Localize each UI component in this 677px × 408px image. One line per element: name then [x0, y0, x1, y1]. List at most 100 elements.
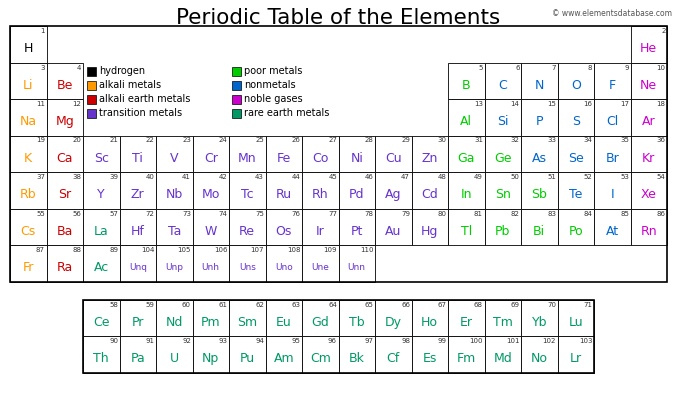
Bar — [229, 300, 265, 336]
Text: 103: 103 — [579, 338, 592, 344]
Bar — [338, 208, 375, 245]
Text: S: S — [572, 115, 580, 128]
Bar — [338, 300, 375, 336]
Bar — [120, 135, 156, 172]
Text: 107: 107 — [250, 247, 264, 253]
Text: 45: 45 — [328, 174, 337, 180]
Bar — [302, 300, 338, 336]
Text: 78: 78 — [364, 211, 374, 217]
Text: Yb: Yb — [531, 316, 547, 329]
Text: 88: 88 — [72, 247, 81, 253]
Text: Mg: Mg — [56, 115, 74, 128]
Text: Ru: Ru — [276, 188, 292, 201]
Bar — [120, 172, 156, 208]
Text: Tb: Tb — [349, 316, 364, 329]
Bar — [47, 62, 83, 99]
Text: Mo: Mo — [202, 188, 220, 201]
Bar — [232, 109, 241, 118]
Text: 87: 87 — [36, 247, 45, 253]
Text: Cu: Cu — [385, 152, 401, 165]
Text: poor metals: poor metals — [244, 66, 303, 76]
Text: Pu: Pu — [240, 353, 255, 366]
Bar — [232, 80, 241, 89]
Bar — [192, 336, 229, 373]
Bar — [412, 300, 448, 336]
Bar — [412, 135, 448, 172]
Bar — [47, 245, 83, 282]
Text: Cm: Cm — [310, 353, 330, 366]
Bar — [192, 245, 229, 282]
Text: Rh: Rh — [312, 188, 328, 201]
Text: Rn: Rn — [640, 225, 657, 237]
Text: 4: 4 — [77, 64, 81, 71]
Bar — [375, 135, 412, 172]
Text: hydrogen: hydrogen — [99, 66, 145, 76]
Text: 13: 13 — [474, 101, 483, 107]
Text: Np: Np — [202, 353, 219, 366]
Bar — [448, 336, 485, 373]
Bar — [521, 336, 557, 373]
Text: Fm: Fm — [456, 353, 476, 366]
Bar — [485, 300, 521, 336]
Text: 84: 84 — [584, 211, 592, 217]
Bar — [630, 208, 667, 245]
Text: Zn: Zn — [422, 152, 438, 165]
Text: Periodic Table of the Elements: Periodic Table of the Elements — [177, 8, 500, 28]
Text: P: P — [536, 115, 543, 128]
Text: Rb: Rb — [20, 188, 37, 201]
Bar — [375, 336, 412, 373]
Bar — [557, 336, 594, 373]
Text: 85: 85 — [620, 211, 629, 217]
Bar — [302, 245, 338, 282]
Bar — [83, 336, 120, 373]
Bar — [229, 245, 265, 282]
Text: K: K — [24, 152, 32, 165]
Bar — [338, 172, 375, 208]
Text: 92: 92 — [182, 338, 191, 344]
Bar — [412, 208, 448, 245]
Bar — [10, 26, 47, 62]
Text: 30: 30 — [437, 137, 447, 144]
Text: © www.elementsdatabase.com: © www.elementsdatabase.com — [552, 9, 672, 18]
Bar — [83, 208, 120, 245]
Bar — [448, 300, 485, 336]
Bar — [448, 135, 485, 172]
Text: B: B — [462, 79, 471, 92]
Text: 81: 81 — [474, 211, 483, 217]
Text: 68: 68 — [474, 302, 483, 308]
Text: Nd: Nd — [166, 316, 183, 329]
Text: 12: 12 — [72, 101, 81, 107]
Bar — [594, 135, 630, 172]
Bar — [83, 172, 120, 208]
Text: 38: 38 — [72, 174, 81, 180]
Text: Sb: Sb — [531, 188, 547, 201]
Text: 22: 22 — [146, 137, 154, 144]
Bar — [448, 99, 485, 135]
Text: Gd: Gd — [311, 316, 329, 329]
Bar — [87, 95, 96, 104]
Text: Ho: Ho — [421, 316, 438, 329]
Bar — [229, 208, 265, 245]
Text: 3: 3 — [41, 64, 45, 71]
Text: Unn: Unn — [348, 263, 366, 272]
Bar — [87, 67, 96, 75]
Text: 64: 64 — [328, 302, 337, 308]
Bar — [302, 336, 338, 373]
Bar — [630, 62, 667, 99]
Text: Fe: Fe — [277, 152, 291, 165]
Bar — [594, 62, 630, 99]
Text: 109: 109 — [324, 247, 337, 253]
Bar — [521, 300, 557, 336]
Text: Li: Li — [23, 79, 33, 92]
Text: 7: 7 — [552, 64, 556, 71]
Text: 61: 61 — [219, 302, 227, 308]
Text: Ag: Ag — [385, 188, 401, 201]
Bar — [10, 26, 667, 282]
Bar — [302, 135, 338, 172]
Bar — [83, 300, 594, 373]
Text: He: He — [640, 42, 657, 55]
Text: 57: 57 — [109, 211, 118, 217]
Text: 75: 75 — [255, 211, 264, 217]
Bar — [265, 300, 302, 336]
Bar — [557, 208, 594, 245]
